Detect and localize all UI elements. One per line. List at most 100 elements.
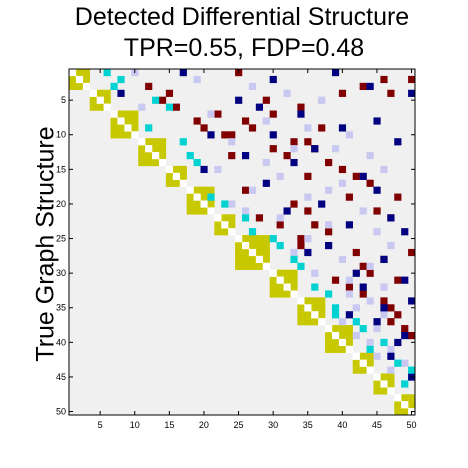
- true-detection-cell: [297, 262, 305, 270]
- diagonal-block-cell: [242, 248, 250, 257]
- diagonal-block-cell: [276, 283, 284, 291]
- true-detection-cell: [242, 214, 250, 222]
- diagonal-block-cell: [138, 145, 146, 153]
- diagonal-cell: [269, 269, 277, 277]
- y-tick-label: 10: [56, 130, 66, 140]
- true-detection-cell: [408, 366, 416, 374]
- false-detection-cell: [207, 131, 215, 139]
- diagonal-block-cell: [124, 110, 132, 118]
- x-tick-label: 15: [164, 420, 174, 430]
- diagonal-block-cell: [69, 75, 77, 84]
- diagonal-cell: [193, 193, 201, 201]
- y-tick-label: 20: [56, 199, 66, 209]
- diagonal-block-cell: [145, 158, 153, 167]
- diagonal-block-cell: [401, 394, 409, 402]
- diagonal-block-cell: [124, 117, 132, 125]
- false-detection-cell: [117, 89, 125, 97]
- false-detection-cell: [380, 304, 388, 312]
- diagonal-block-cell: [387, 380, 395, 388]
- true-edge-cell: [283, 152, 291, 160]
- false-detection-cell: [318, 200, 326, 208]
- diagonal-block-cell: [373, 380, 381, 388]
- x-tick-label: 50: [407, 420, 417, 430]
- diagonal-block-cell: [103, 89, 111, 97]
- true-edge-cell: [359, 290, 367, 298]
- diagonal-cell: [96, 96, 104, 104]
- diagonal-block-cell: [207, 200, 215, 208]
- diagonal-cell: [366, 366, 374, 374]
- diagonal-block-cell: [352, 359, 360, 367]
- heatmap-cells: [69, 69, 416, 416]
- true-detection-cell: [117, 75, 125, 84]
- true-detection-cell: [110, 82, 118, 91]
- diagonal-block-cell: [276, 269, 284, 277]
- diagonal-block-cell: [200, 186, 208, 194]
- diagonal-block-cell: [235, 262, 243, 270]
- diagonal-cell: [69, 69, 77, 77]
- missed-edge-cell: [345, 276, 353, 284]
- true-edge-cell: [255, 214, 264, 222]
- diagonal-block-cell: [207, 186, 215, 194]
- false-detection-cell: [311, 145, 319, 153]
- true-edge-cell: [394, 193, 402, 201]
- true-edge-cell: [193, 117, 201, 125]
- y-tick-label: 25: [56, 234, 66, 244]
- diagonal-block-cell: [394, 408, 402, 416]
- diagonal-block-cell: [152, 158, 160, 167]
- false-detection-cell: [394, 338, 402, 347]
- missed-edge-cell: [311, 269, 319, 277]
- missed-edge-cell: [228, 138, 236, 146]
- true-detection-cell: [207, 193, 215, 201]
- missed-edge-cell: [290, 248, 298, 257]
- diagonal-cell: [290, 290, 298, 298]
- diagonal-block-cell: [214, 228, 222, 236]
- true-edge-cell: [172, 103, 180, 111]
- diagonal-block-cell: [96, 103, 104, 111]
- false-detection-cell: [387, 214, 395, 222]
- true-edge-cell: [387, 304, 395, 312]
- true-edge-cell: [387, 318, 395, 326]
- diagonal-block-cell: [248, 255, 257, 264]
- true-edge-cell: [325, 228, 333, 236]
- diagonal-block-cell: [290, 269, 298, 277]
- true-detection-cell: [276, 242, 284, 250]
- diagonal-block-cell: [117, 131, 125, 139]
- diagonal-block-cell: [193, 207, 201, 215]
- diagonal-cell: [297, 297, 305, 305]
- false-detection-cell: [408, 89, 416, 97]
- true-detection-cell: [366, 345, 374, 353]
- missed-edge-cell: [380, 283, 388, 291]
- true-edge-cell: [352, 248, 360, 257]
- false-detection-cell: [345, 221, 353, 229]
- missed-edge-cell: [248, 82, 257, 91]
- false-detection-cell: [338, 124, 347, 132]
- diagonal-block-cell: [297, 311, 305, 319]
- true-edge-cell: [276, 221, 284, 229]
- true-edge-cell: [394, 311, 402, 319]
- missed-edge-cell: [345, 290, 353, 298]
- false-detection-cell: [331, 69, 340, 77]
- diagonal-cell: [89, 89, 97, 97]
- true-edge-cell: [304, 172, 312, 180]
- diagonal-block-cell: [248, 262, 257, 270]
- true-edge-cell: [200, 124, 208, 132]
- diagonal-cell: [304, 304, 312, 312]
- missed-edge-cell: [338, 255, 347, 264]
- missed-edge-cell: [262, 158, 270, 167]
- diagonal-block-cell: [200, 193, 208, 201]
- y-tick-label: 5: [61, 95, 66, 105]
- diagonal-block-cell: [255, 235, 264, 243]
- diagonal-block-cell: [401, 408, 409, 416]
- true-edge-cell: [380, 297, 388, 305]
- diagonal-block-cell: [193, 200, 201, 208]
- diagonal-block-cell: [110, 131, 118, 139]
- false-detection-cell: [262, 179, 270, 187]
- missed-edge-cell: [366, 262, 374, 270]
- diagonal-block-cell: [145, 138, 153, 146]
- diagonal-block-cell: [179, 172, 187, 180]
- diagonal-cell: [338, 338, 347, 347]
- diagonal-cell: [248, 248, 257, 257]
- diagonal-block-cell: [331, 338, 340, 347]
- false-detection-cell: [373, 318, 381, 326]
- true-edge-cell: [297, 235, 305, 243]
